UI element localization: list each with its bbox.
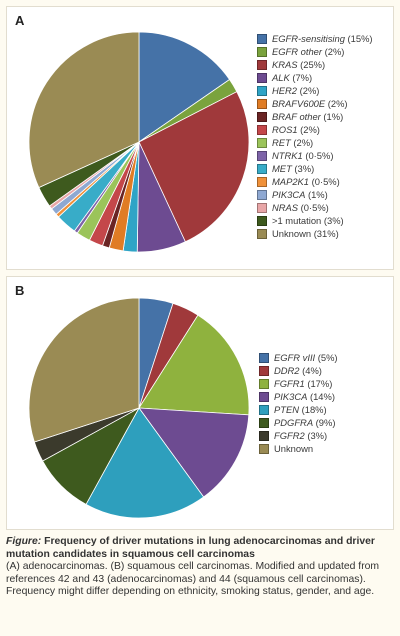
- pie-b-legend-swatch: [259, 378, 269, 389]
- pie-a-legend-item: >1 mutation (3%): [257, 214, 373, 227]
- pie-a-legend-label: >1 mutation (3%): [272, 215, 344, 226]
- pie-b-legend-item: FGFR2 (3%): [259, 429, 338, 442]
- caption-title-text: Frequency of driver mutations in lung ad…: [6, 536, 375, 560]
- pie-a-legend-label: Unknown (31%): [272, 228, 339, 239]
- pie-a-legend-label: EGFR other (2%): [272, 46, 345, 57]
- pie-b-legend-swatch: [259, 443, 269, 454]
- pie-b-legend-item: Unknown: [259, 442, 338, 455]
- pie-b-legend-label: FGFR1 (17%): [274, 378, 333, 389]
- pie-b-legend-swatch: [259, 417, 269, 428]
- pie-a-legend-label: BRAF other (1%): [272, 111, 344, 122]
- caption-title: Figure: Frequency of driver mutations in…: [6, 536, 394, 561]
- pie-a-legend-item: EGFR other (2%): [257, 45, 373, 58]
- pie-a-legend-swatch: [257, 72, 267, 83]
- pie-b-legend-item: FGFR1 (17%): [259, 377, 338, 390]
- pie-a-legend-swatch: [257, 137, 267, 148]
- pie-b-legend-swatch: [259, 352, 269, 363]
- pie-a-legend-label: ALK (7%): [272, 72, 313, 83]
- caption-body: (A) adenocarcinomas. (B) squamous cell c…: [6, 561, 380, 598]
- pie-a-legend-swatch: [257, 46, 267, 57]
- panel-b: B EGFR vIII (5%) DDR2 (4%) FGFR1 (17%) PIK3…: [6, 276, 394, 530]
- pie-a-legend-swatch: [257, 176, 267, 187]
- pie-a-legend-swatch: [257, 215, 267, 226]
- pie-a-legend-swatch: [257, 163, 267, 174]
- panel-b-letter: B: [15, 283, 25, 298]
- pie-a-legend-item: ROS1 (2%): [257, 123, 373, 136]
- pie-a-legend-swatch: [257, 33, 267, 44]
- pie-a-legend-item: RET (2%): [257, 136, 373, 149]
- pie-a-legend-label: RET (2%): [272, 137, 314, 148]
- pie-a-slice-unknown: [28, 31, 140, 189]
- pie-b-legend-item: PTEN (18%): [259, 403, 338, 416]
- pie-chart-squamous: [28, 297, 250, 519]
- legend-squamous: EGFR vIII (5%) DDR2 (4%) FGFR1 (17%) PIK3CA…: [259, 351, 338, 455]
- pie-b-legend-swatch: [259, 365, 269, 376]
- pie-b-legend-swatch: [259, 391, 269, 402]
- pie-b-legend-label: PDGFRA (9%): [274, 417, 336, 428]
- pie-a-legend-label: NTRK1 (0·5%): [272, 150, 334, 161]
- pie-a-legend-item: HER2 (2%): [257, 84, 373, 97]
- pie-b-slice-fgfr1: [138, 314, 250, 416]
- pie-a-legend-item: KRAS (25%): [257, 58, 373, 71]
- pie-a-legend-item: NRAS (0·5%): [257, 201, 373, 214]
- pie-a-legend-label: ROS1 (2%): [272, 124, 320, 135]
- pie-b-legend-label: DDR2 (4%): [274, 365, 322, 376]
- pie-a-slice-kras: [138, 91, 250, 243]
- pie-a-legend-swatch: [257, 59, 267, 70]
- pie-a-legend-swatch: [257, 228, 267, 239]
- pie-a-legend-label: BRAFV600E (2%): [272, 98, 348, 109]
- pie-b-legend-item: PIK3CA (14%): [259, 390, 338, 403]
- pie-b-legend-swatch: [259, 430, 269, 441]
- pie-b-legend-item: EGFR vIII (5%): [259, 351, 338, 364]
- pie-a-legend-item: EGFR-sensitising (15%): [257, 32, 373, 45]
- pie-a-legend-item: NTRK1 (0·5%): [257, 149, 373, 162]
- pie-a-legend-item: BRAFV600E (2%): [257, 97, 373, 110]
- pie-a-legend-swatch: [257, 202, 267, 213]
- pie-a-legend-label: MAP2K1 (0·5%): [272, 176, 340, 187]
- pie-b-slice-pten: [85, 407, 205, 519]
- pie-a-legend-item: MET (3%): [257, 162, 373, 175]
- pie-b-legend-label: Unknown: [274, 443, 314, 454]
- pie-a-legend-item: BRAF other (1%): [257, 110, 373, 123]
- pie-a-legend-item: PIK3CA (1%): [257, 188, 373, 201]
- panel-a-letter: A: [15, 13, 25, 28]
- pie-a-legend-item: ALK (7%): [257, 71, 373, 84]
- pie-a-legend-swatch: [257, 98, 267, 109]
- pie-b-legend-label: FGFR2 (3%): [274, 430, 328, 441]
- pie-b-legend-item: DDR2 (4%): [259, 364, 338, 377]
- pie-a-legend-item: MAP2K1 (0·5%): [257, 175, 373, 188]
- pie-a-legend-swatch: [257, 150, 267, 161]
- pie-a-legend-item: Unknown (31%): [257, 227, 373, 240]
- pie-a-legend-swatch: [257, 85, 267, 96]
- pie-b-legend-swatch: [259, 404, 269, 415]
- pie-a-legend-label: MET (3%): [272, 163, 315, 174]
- pie-b-slice-unknown: [28, 297, 140, 443]
- pie-a-legend-label: EGFR-sensitising (15%): [272, 33, 373, 44]
- pie-b-legend-item: PDGFRA (9%): [259, 416, 338, 429]
- pie-a-legend-swatch: [257, 189, 267, 200]
- pie-a-slice-egfr-sensitising: [138, 31, 231, 143]
- legend-adenocarcinoma: EGFR-sensitising (15%) EGFR other (2%) KRA…: [257, 32, 373, 240]
- panel-a: A EGFR-sensitising (15%) EGFR other (2%) K…: [6, 6, 394, 270]
- pie-a-legend-swatch: [257, 111, 267, 122]
- pie-b-legend-label: PIK3CA (14%): [274, 391, 335, 402]
- pie-b-legend-label: EGFR vIII (5%): [274, 352, 338, 363]
- pie-a-legend-label: KRAS (25%): [272, 59, 326, 70]
- pie-a-legend-swatch: [257, 124, 267, 135]
- pie-b-slice-pik3ca: [138, 407, 250, 498]
- pie-b-legend-label: PTEN (18%): [274, 404, 327, 415]
- caption-label: Figure:: [6, 536, 42, 547]
- pie-a-legend-label: HER2 (2%): [272, 85, 320, 96]
- figure-caption: Figure: Frequency of driver mutations in…: [6, 536, 394, 599]
- pie-a-legend-label: NRAS (0·5%): [272, 202, 329, 213]
- pie-a-legend-label: PIK3CA (1%): [272, 189, 328, 200]
- pie-chart-adenocarcinoma: [28, 31, 250, 253]
